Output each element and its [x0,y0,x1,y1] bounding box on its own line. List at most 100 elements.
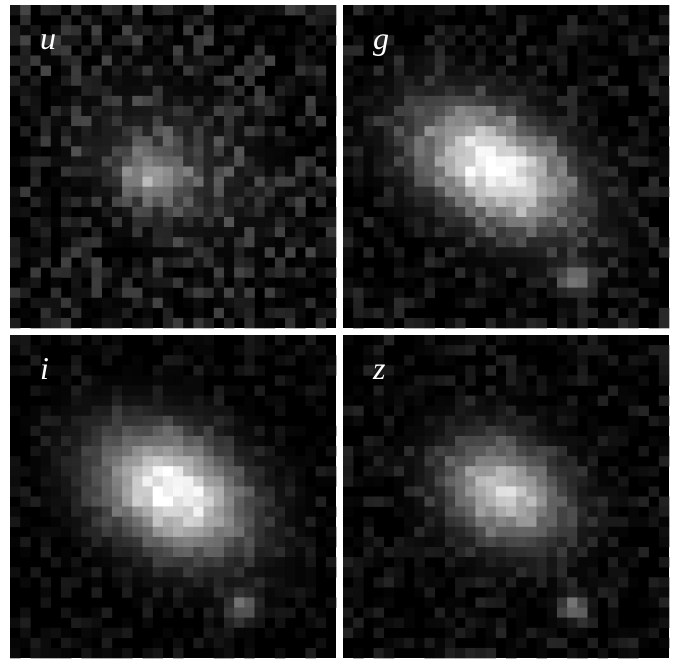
pixel [557,197,567,207]
pixel [41,436,51,446]
pixel [414,406,424,416]
pixel [142,146,152,156]
pixel [475,247,485,257]
pixel [455,177,465,187]
pixel [374,497,384,507]
pixel [295,116,305,126]
pixel [51,557,61,567]
pixel [285,237,295,247]
pixel [455,497,465,507]
pixel [244,66,254,76]
pixel [10,197,20,207]
pixel [353,618,363,628]
pixel [506,167,516,177]
pixel [628,156,638,166]
pixel [496,257,506,267]
pixel [435,345,445,355]
pixel [316,146,326,156]
pixel [547,167,557,177]
pixel [204,55,214,65]
pixel [173,156,183,166]
pixel [343,527,353,537]
pixel [384,466,394,476]
pixel [142,106,152,116]
pixel [496,567,506,577]
pixel [326,365,336,375]
pixel [526,355,536,365]
pixel [588,345,598,355]
pixel [455,86,465,96]
pixel [363,96,373,106]
pixel [516,608,526,618]
pixel [214,278,224,288]
pixel [425,385,435,395]
pixel [618,136,628,146]
pixel [132,5,142,15]
pixel [204,86,214,96]
pixel [122,197,132,207]
pixel [20,126,30,136]
pixel [374,288,384,298]
pixel [374,96,384,106]
pixel [486,648,496,658]
pixel [132,45,142,55]
pixel [122,547,132,557]
pixel [516,177,526,187]
pixel [384,308,394,318]
pixel [659,96,669,106]
pixel [414,156,424,166]
pixel [183,247,193,257]
pixel [537,156,547,166]
pixel [20,618,30,628]
pixel [496,577,506,587]
pixel [51,136,61,146]
pixel [132,197,142,207]
pixel [326,597,336,607]
pixel [455,126,465,136]
pixel [404,318,414,328]
pixel [608,486,618,496]
pixel [445,406,455,416]
pixel [445,126,455,136]
pixel [214,207,224,217]
pixel [224,476,234,486]
pixel [204,15,214,25]
pixel [20,288,30,298]
pixel [204,507,214,517]
pixel [10,618,20,628]
pixel [122,557,132,567]
pixel [275,96,285,106]
pixel [465,96,475,106]
pixel [244,486,254,496]
pixel [506,298,516,308]
pixel [414,638,424,648]
pixel [649,486,659,496]
pixel [173,486,183,496]
pixel [255,318,265,328]
pixel [255,197,265,207]
pixel [598,476,608,486]
pixel [316,298,326,308]
pixel [102,375,112,385]
pixel [506,96,516,106]
pixel [496,146,506,156]
pixel [132,567,142,577]
pixel [486,547,496,557]
pixel [608,318,618,328]
pixel [102,355,112,365]
pixel [255,517,265,527]
pixel [234,547,244,557]
pixel [316,217,326,227]
pixel [71,335,81,345]
pixel [81,167,91,177]
pixel [425,45,435,55]
pixel [618,167,628,177]
pixel [163,86,173,96]
pixel [265,146,275,156]
pixel [598,25,608,35]
pixel [163,237,173,247]
pixel [649,345,659,355]
pixel [142,597,152,607]
pixel [496,106,506,116]
pixel [10,237,20,247]
